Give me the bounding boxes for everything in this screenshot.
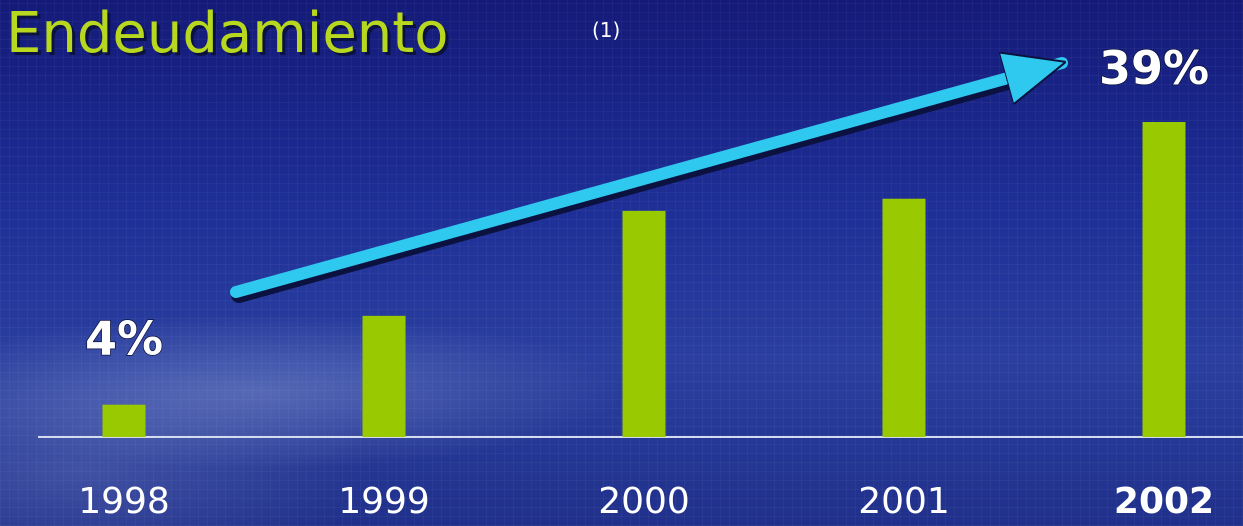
bar-2002 xyxy=(1142,122,1186,437)
data-labels: 4% 39% xyxy=(84,40,1210,366)
bar-2000 xyxy=(622,210,666,437)
chart-title: Endeudamiento xyxy=(6,1,449,66)
bar-1998 xyxy=(102,404,146,437)
data-label-1998: 4% xyxy=(85,312,163,366)
title-footnote: (1) xyxy=(592,18,621,42)
bars xyxy=(102,122,1186,437)
x-tick-2001: 2001 xyxy=(858,481,950,522)
data-label-2002: 39% xyxy=(1099,41,1209,95)
trend-arrow xyxy=(230,63,1062,298)
x-tick-2002: 2002 xyxy=(1114,481,1214,522)
x-tick-labels: 1998 1999 2000 2001 2002 xyxy=(78,481,1214,522)
x-tick-1998: 1998 xyxy=(78,481,170,522)
bar-2001 xyxy=(882,198,926,437)
bar-1999 xyxy=(362,315,406,437)
x-tick-1999: 1999 xyxy=(338,481,430,522)
x-tick-2000: 2000 xyxy=(598,481,690,522)
